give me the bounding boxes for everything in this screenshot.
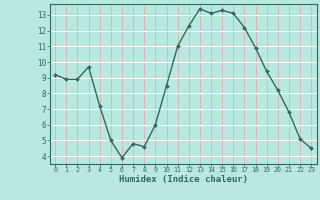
X-axis label: Humidex (Indice chaleur): Humidex (Indice chaleur) — [119, 175, 248, 184]
